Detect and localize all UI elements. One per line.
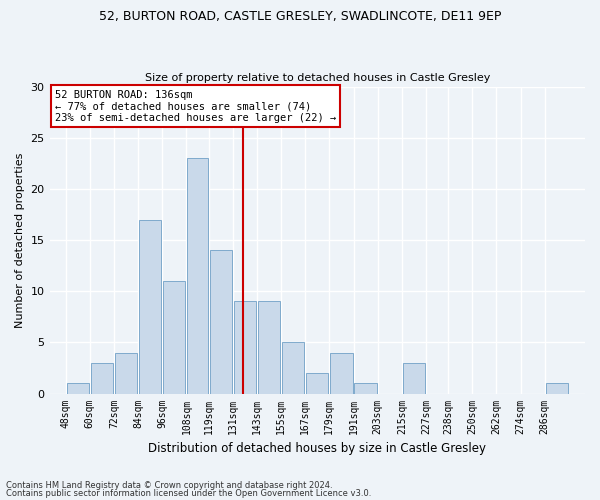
Bar [282, 342, 304, 394]
Bar [306, 373, 328, 394]
Bar [233, 302, 256, 394]
Bar [187, 158, 208, 394]
Text: Contains public sector information licensed under the Open Government Licence v3: Contains public sector information licen… [6, 488, 371, 498]
Bar [258, 302, 280, 394]
Bar [546, 384, 568, 394]
Bar [139, 220, 161, 394]
Text: Contains HM Land Registry data © Crown copyright and database right 2024.: Contains HM Land Registry data © Crown c… [6, 481, 332, 490]
Title: Size of property relative to detached houses in Castle Gresley: Size of property relative to detached ho… [145, 73, 490, 83]
Bar [91, 363, 113, 394]
Y-axis label: Number of detached properties: Number of detached properties [15, 152, 25, 328]
Text: 52, BURTON ROAD, CASTLE GRESLEY, SWADLINCOTE, DE11 9EP: 52, BURTON ROAD, CASTLE GRESLEY, SWADLIN… [99, 10, 501, 23]
Bar [163, 281, 185, 394]
Bar [403, 363, 425, 394]
X-axis label: Distribution of detached houses by size in Castle Gresley: Distribution of detached houses by size … [148, 442, 486, 455]
Text: 52 BURTON ROAD: 136sqm
← 77% of detached houses are smaller (74)
23% of semi-det: 52 BURTON ROAD: 136sqm ← 77% of detached… [55, 90, 336, 123]
Bar [67, 384, 89, 394]
Bar [331, 352, 353, 394]
Bar [115, 352, 137, 394]
Bar [355, 384, 377, 394]
Bar [209, 250, 232, 394]
